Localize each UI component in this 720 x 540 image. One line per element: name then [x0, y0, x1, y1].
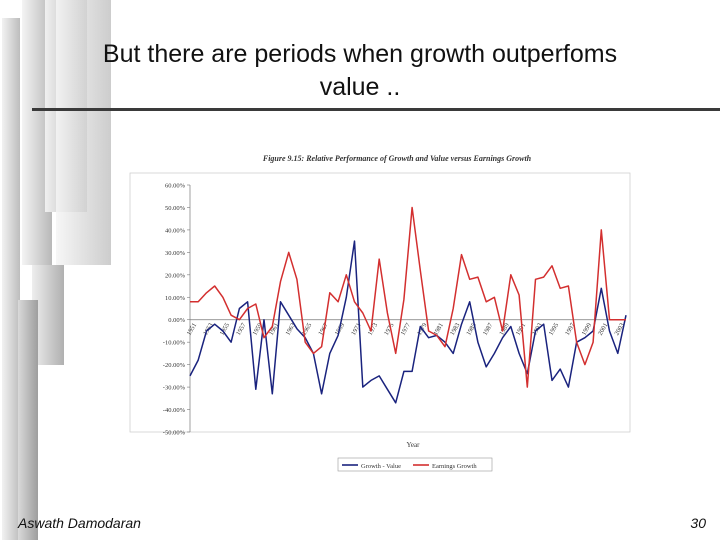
- series-line-growth-value: [189, 240, 627, 404]
- y-tick-label: 30.00%: [165, 250, 186, 257]
- chart-title: Figure 9.15: Relative Performance of Gro…: [262, 154, 532, 163]
- decor-bar-4: [56, 0, 111, 265]
- slide-title-line1: But there are periods when growth outper…: [102, 40, 618, 68]
- slide-title: But there are periods when growth outper…: [40, 38, 680, 104]
- y-tick-label: 20.00%: [165, 272, 186, 279]
- x-axis-label: Year: [407, 441, 421, 449]
- page-number: 30: [690, 515, 706, 531]
- legend-label-earnings: Earnings Growth: [432, 463, 477, 470]
- y-tick-label: -20.00%: [163, 362, 186, 369]
- x-tick-label: 1977: [400, 321, 413, 336]
- x-tick-label: 1957: [235, 321, 248, 336]
- y-tick-label: -40.00%: [163, 407, 186, 414]
- x-tick-label: 1971: [350, 322, 363, 337]
- plot-frame: [129, 172, 631, 433]
- series-line-earnings-growth: [190, 206, 626, 388]
- y-tick-label: -30.00%: [163, 385, 186, 392]
- decor-bar-6: [18, 300, 38, 540]
- x-tick-label: 1963: [284, 322, 297, 337]
- y-tick-label: 10.00%: [165, 295, 186, 302]
- y-tick-label: 40.00%: [165, 227, 186, 234]
- x-tick-label: 1987: [482, 321, 495, 336]
- author: Aswath Damodaran: [18, 515, 141, 531]
- y-tick-label: -50.00%: [163, 430, 186, 437]
- x-tick-label: 1999: [581, 322, 594, 337]
- y-tick-label: 60.00%: [165, 183, 186, 190]
- y-tick-label: 0.00%: [168, 317, 185, 324]
- title-underline: [32, 108, 720, 111]
- legend-label-growth: Growth - Value: [361, 463, 401, 470]
- y-tick-label: 50.00%: [165, 205, 186, 212]
- slide-title-line2: value ..: [319, 73, 401, 101]
- y-tick-label: -10.00%: [163, 340, 186, 347]
- decor-bar-1: [2, 18, 20, 540]
- x-tick-label: 1995: [548, 322, 561, 337]
- x-tick-label: 1951: [186, 322, 199, 337]
